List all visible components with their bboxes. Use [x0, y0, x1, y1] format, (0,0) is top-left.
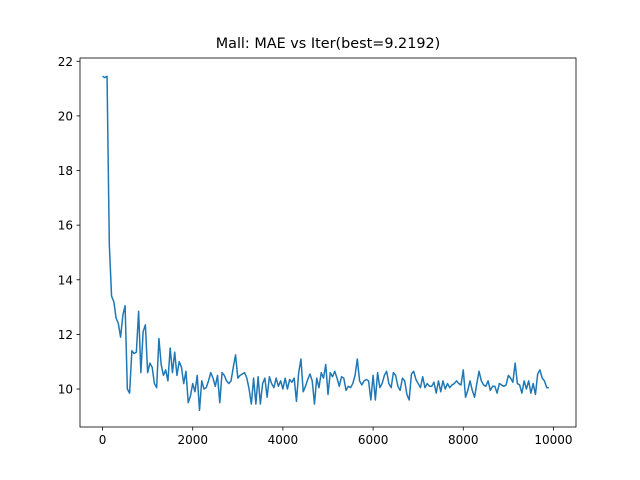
y-tick-label: 12 — [58, 328, 73, 342]
y-tick-label: 16 — [58, 219, 73, 233]
x-tick-label: 0 — [99, 433, 107, 447]
x-tick-label: 8000 — [448, 433, 479, 447]
x-tick-label: 6000 — [358, 433, 389, 447]
y-tick-label: 20 — [58, 109, 73, 123]
y-tick-label: 22 — [58, 55, 73, 69]
y-tick-label: 10 — [58, 383, 73, 397]
x-tick-label: 2000 — [177, 433, 208, 447]
chart-title: Mall: MAE vs Iter(best=9.2192) — [216, 36, 441, 52]
y-tick-label: 18 — [58, 164, 73, 178]
x-tick-label: 10000 — [534, 433, 572, 447]
axes-frame — [79, 57, 577, 428]
data-line — [102, 75, 549, 412]
plot-area: 0 2000 4000 6000 8000 10000 10 12 14 16 18 20 22 — [58, 55, 573, 447]
x-tick-label: 4000 — [268, 433, 299, 447]
y-tick-label: 14 — [58, 273, 73, 287]
